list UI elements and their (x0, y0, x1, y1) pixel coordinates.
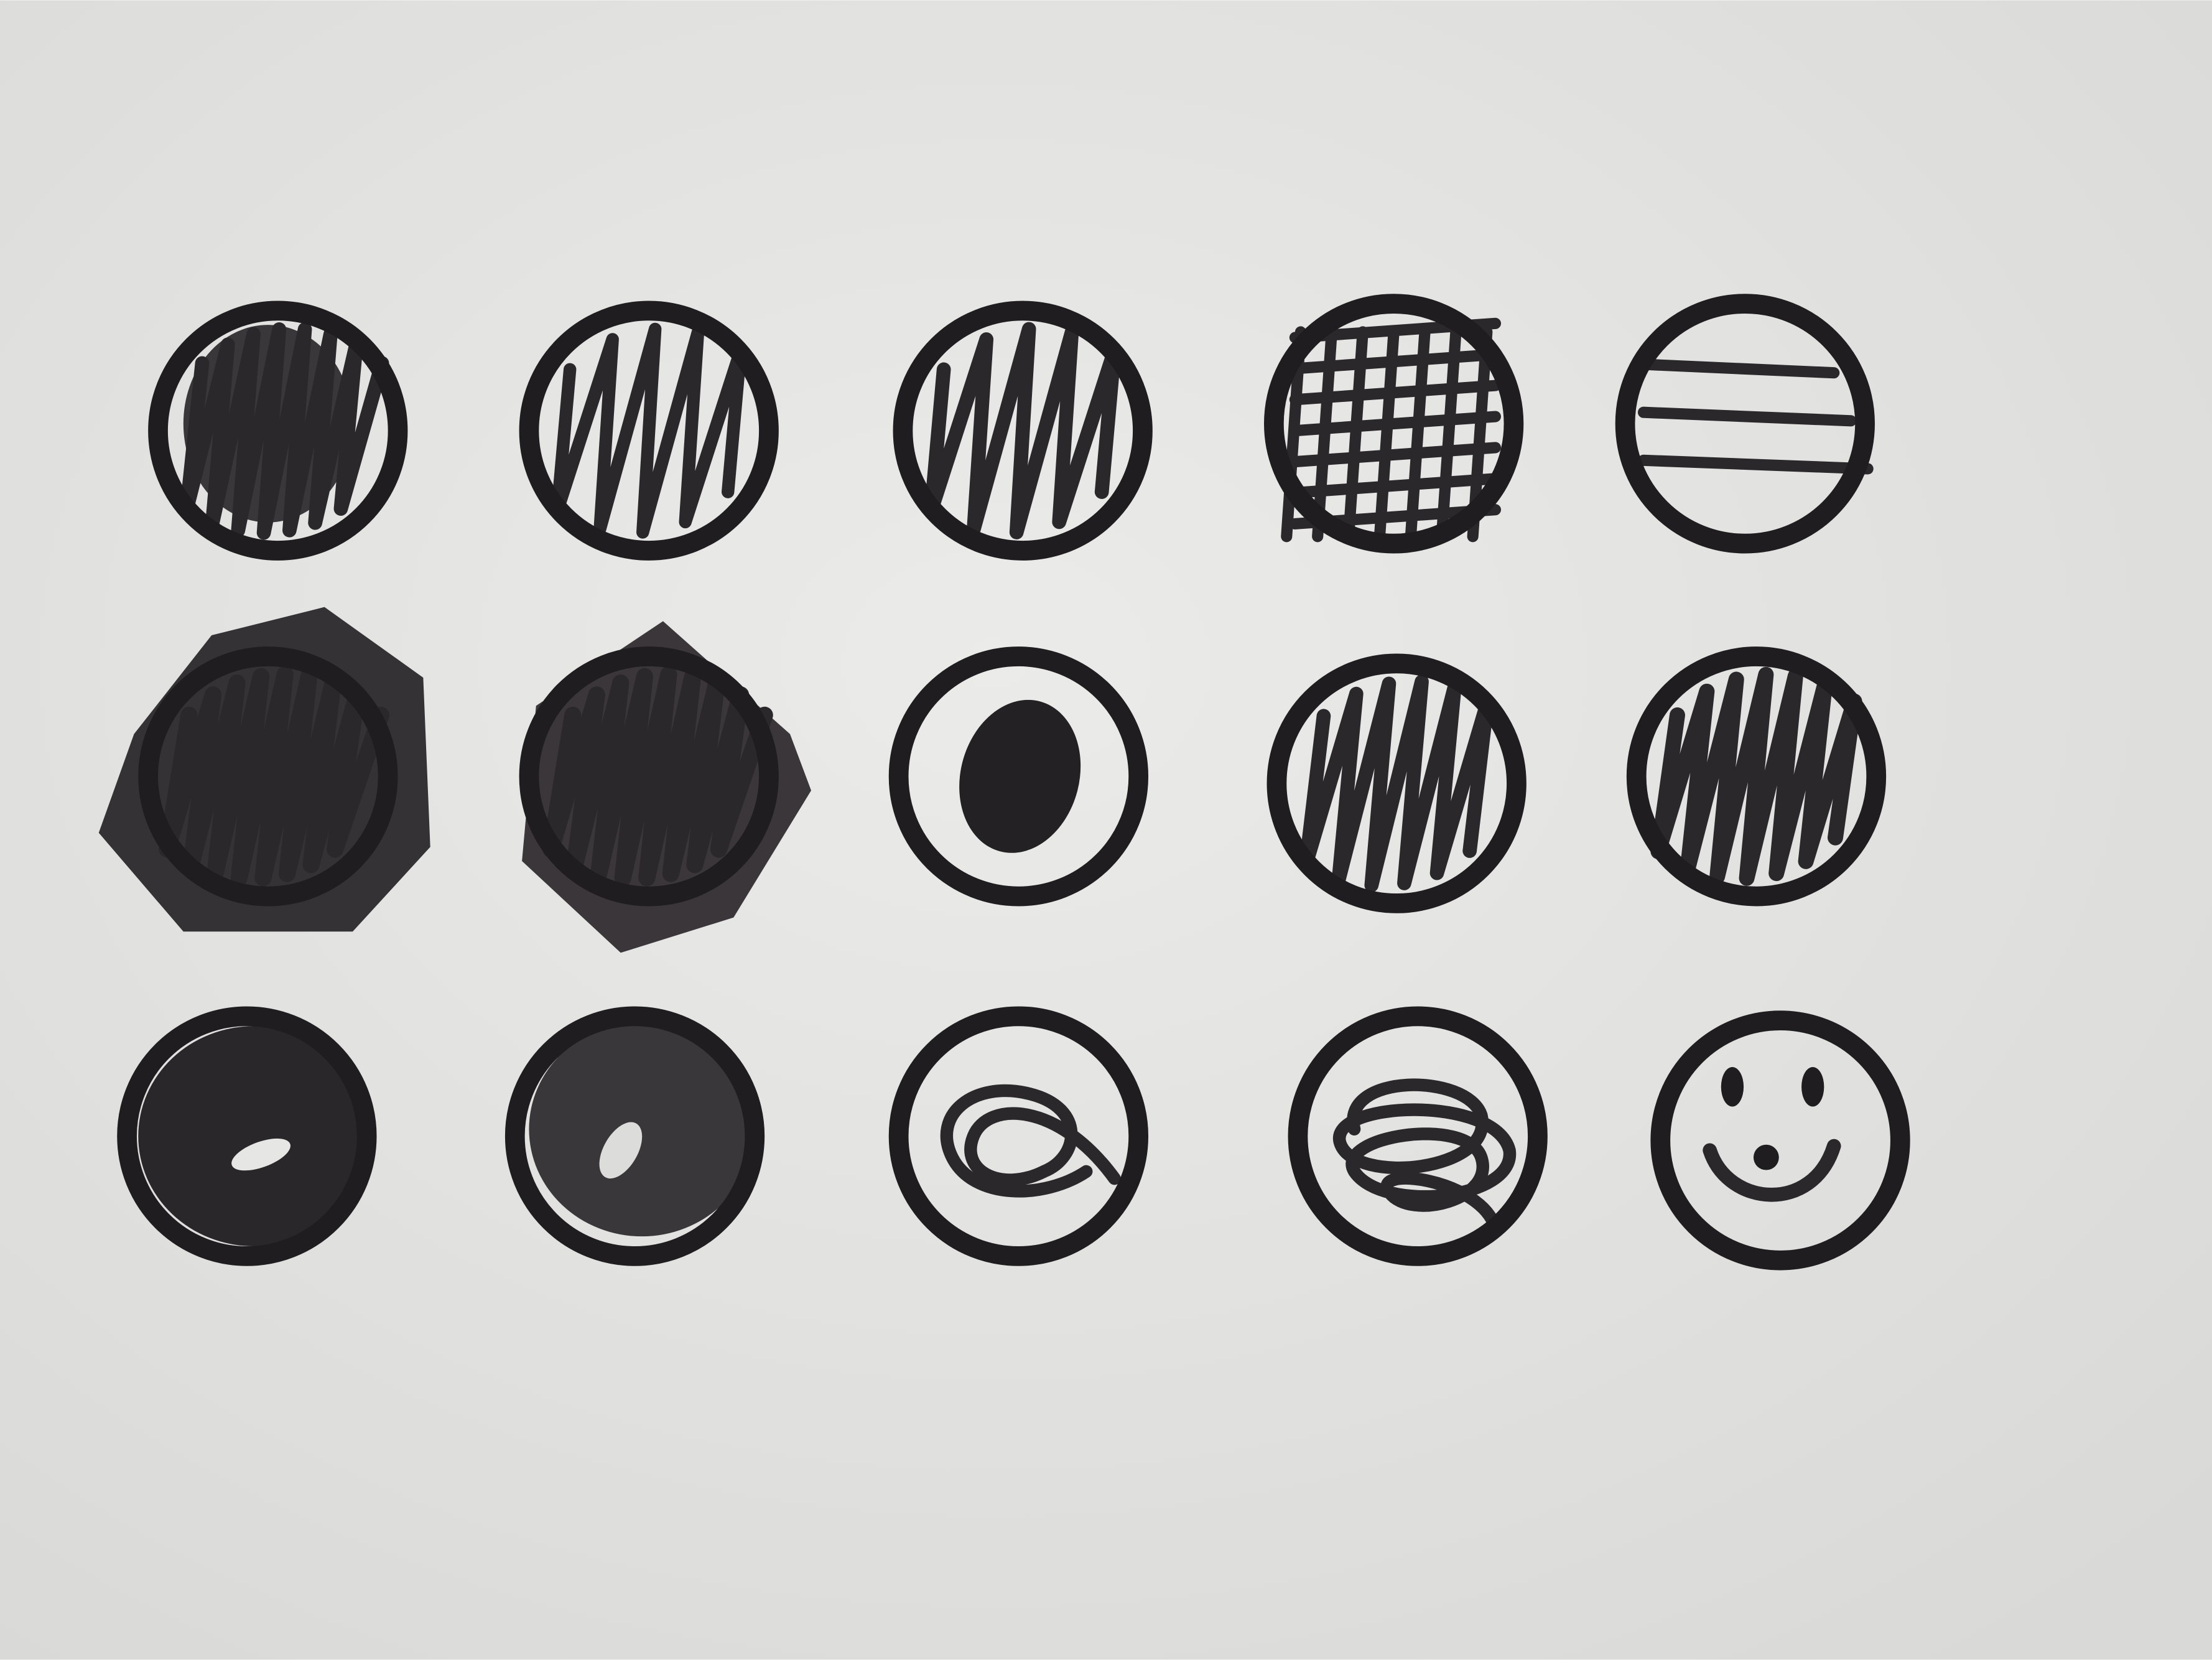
hatch (1289, 411, 1501, 437)
ring (1615, 294, 1875, 554)
ring (888, 1006, 1149, 1266)
ring (519, 301, 779, 561)
ring (888, 646, 1149, 907)
zigzag-scribble (179, 322, 389, 540)
hatch (1343, 326, 1369, 543)
zigzag-scribble (924, 322, 1122, 539)
ring (138, 646, 398, 907)
dense-fill (529, 1022, 755, 1237)
hatch (1289, 473, 1501, 499)
nose (1753, 1144, 1779, 1170)
ring (1626, 646, 1887, 907)
zigzag-scribble (551, 322, 747, 539)
stripe (1637, 358, 1840, 379)
ring (504, 1006, 765, 1266)
ring (1288, 1006, 1548, 1266)
hatch (1373, 326, 1400, 543)
eye (1801, 1067, 1824, 1107)
ring (893, 301, 1153, 561)
hatch (1405, 326, 1431, 543)
ring (519, 646, 779, 907)
hole (231, 1138, 290, 1171)
zigzag-scribble (1299, 674, 1495, 893)
ring (1650, 1010, 1910, 1271)
ring (117, 1006, 377, 1266)
hatch (1289, 442, 1501, 468)
zigzag-scribble (1650, 666, 1862, 886)
zigzag-scribble (159, 666, 389, 887)
blob (959, 699, 1081, 853)
stripe (1637, 454, 1874, 475)
mouth (1703, 1139, 1841, 1202)
drawings (98, 294, 1910, 1271)
hole (599, 1122, 643, 1179)
hatch (1436, 326, 1462, 543)
loop-scribble (1333, 1078, 1516, 1234)
eye (1721, 1067, 1744, 1107)
zigzag-scribble (542, 666, 773, 887)
ring (1266, 653, 1527, 913)
loop-scribble (940, 1084, 1121, 1198)
ring (148, 301, 408, 561)
stripe (1637, 406, 1857, 427)
dense-fill (138, 1026, 370, 1247)
ring (1263, 294, 1524, 554)
